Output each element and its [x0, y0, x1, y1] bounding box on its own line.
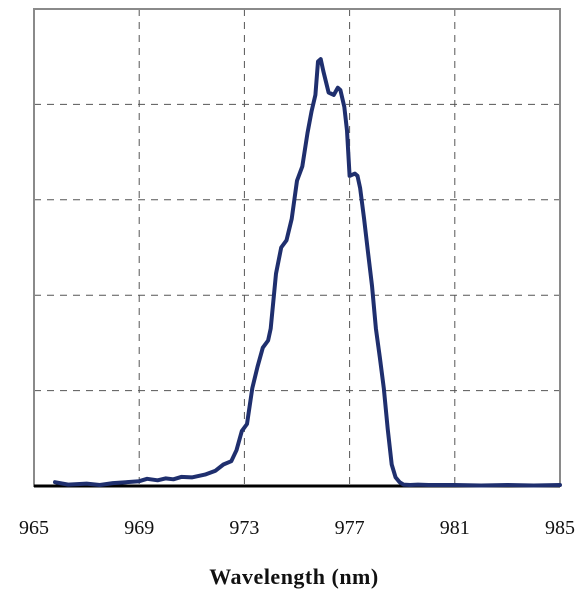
spectrum-series-line [53, 57, 562, 488]
x-axis-title: Wavelength (nm) [209, 564, 378, 589]
x-tick-label: 977 [335, 517, 365, 539]
x-tick-label: 969 [124, 517, 154, 539]
x-tick-label: 981 [440, 517, 470, 539]
x-tick-label: 985 [545, 517, 575, 539]
x-tick-labels: 965 969 973 977 981 985 [19, 517, 575, 539]
plot-background [34, 9, 560, 486]
series-layer [53, 57, 562, 488]
x-tick-label: 973 [229, 517, 259, 539]
x-tick-label: 965 [19, 517, 49, 539]
vertical-gridlines [138, 9, 456, 486]
horizontal-gridlines [34, 103, 560, 392]
